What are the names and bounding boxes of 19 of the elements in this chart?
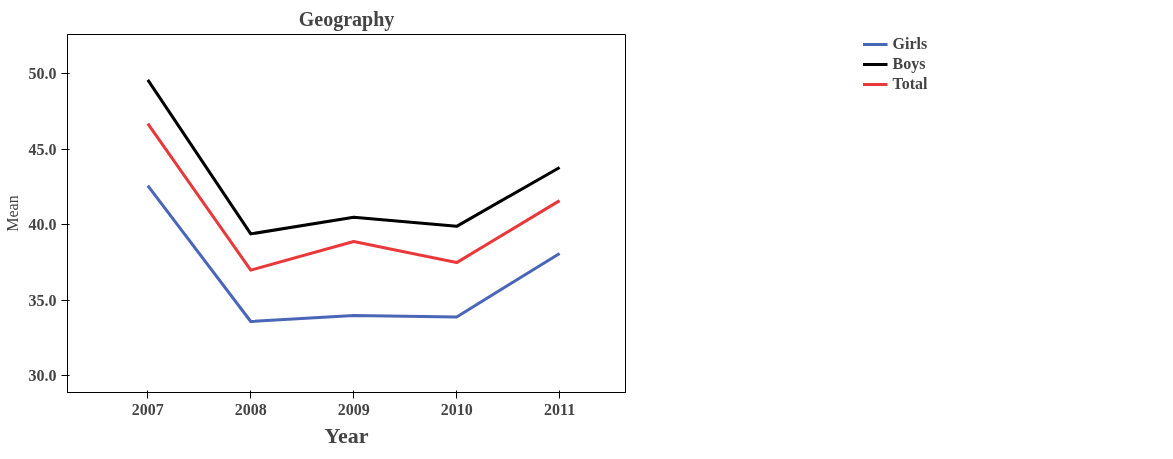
legend-label: Boys bbox=[892, 55, 926, 73]
y-axis-title: Mean bbox=[3, 195, 21, 232]
line-series bbox=[146, 78, 562, 236]
y-tick-label: 45.0 bbox=[28, 140, 57, 158]
y-tick-label: 35.0 bbox=[28, 291, 57, 309]
x-tick-label: 2008 bbox=[234, 400, 267, 418]
legend-label: Girls bbox=[892, 35, 928, 53]
line-series bbox=[146, 184, 562, 323]
legend-label: Total bbox=[892, 75, 928, 93]
chart-title: Geography bbox=[298, 7, 395, 31]
y-tick-label: 40.0 bbox=[28, 216, 57, 234]
y-tick-label: 50.0 bbox=[28, 65, 57, 83]
x-tick-label: 2007 bbox=[131, 400, 164, 418]
x-tick-label: 2010 bbox=[440, 400, 473, 418]
line-series bbox=[146, 122, 562, 272]
x-axis-title: Year bbox=[324, 422, 369, 448]
y-tick-label: 30.0 bbox=[28, 367, 57, 385]
x-tick-label: 2011 bbox=[544, 400, 576, 418]
x-tick-label: 2009 bbox=[337, 400, 370, 418]
